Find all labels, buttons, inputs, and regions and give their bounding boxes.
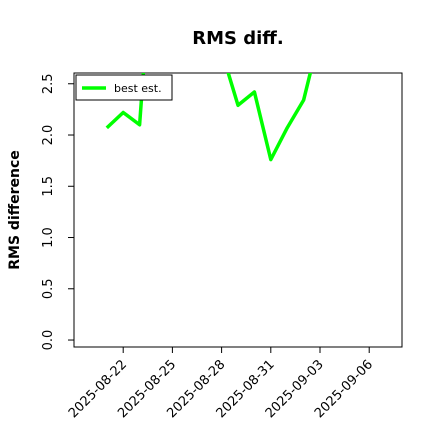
plot-frame bbox=[73, 72, 403, 348]
y-axis-label: RMS difference bbox=[7, 150, 23, 270]
legend-label: best est. bbox=[114, 82, 162, 95]
plot-area bbox=[105, 73, 313, 162]
chart-title: RMS diff. bbox=[192, 28, 283, 49]
y-tick-label: 2.5 bbox=[41, 73, 56, 94]
y-tick-label: 0.5 bbox=[41, 278, 56, 299]
y-tick-label: 0.0 bbox=[41, 330, 56, 351]
data-line bbox=[105, 73, 313, 162]
y-tick-label: 2.0 bbox=[41, 125, 56, 146]
y-tick-label: 1.5 bbox=[41, 176, 56, 197]
y-tick-label: 1.0 bbox=[41, 227, 56, 248]
